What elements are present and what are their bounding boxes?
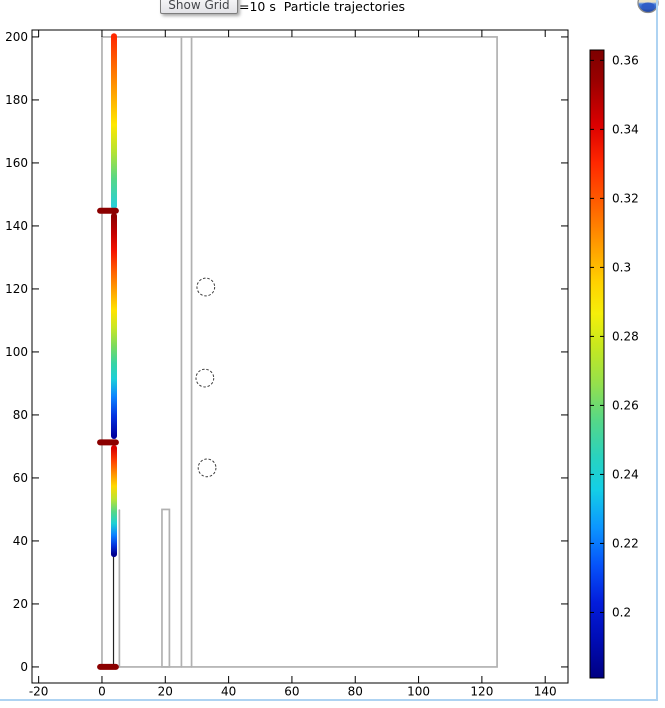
svg-text:0.32: 0.32 <box>612 191 639 205</box>
svg-text:180: 180 <box>5 93 28 107</box>
globe-icon[interactable] <box>636 0 660 18</box>
svg-text:140: 140 <box>5 219 28 233</box>
svg-text:60: 60 <box>13 471 28 485</box>
svg-text:0.26: 0.26 <box>612 398 639 412</box>
svg-text:20: 20 <box>13 597 28 611</box>
svg-text:100: 100 <box>5 345 28 359</box>
svg-text:20: 20 <box>158 685 173 699</box>
show-grid-tooltip: Show Grid <box>160 0 238 14</box>
window-bottom-border <box>0 699 658 701</box>
geometry-circles <box>195 277 217 478</box>
svg-text:120: 120 <box>5 282 28 296</box>
svg-text:0: 0 <box>98 685 106 699</box>
plot-title: =10 s Particle trajectories <box>239 0 406 14</box>
svg-text:-20: -20 <box>29 685 49 699</box>
svg-text:0: 0 <box>20 660 28 674</box>
svg-text:40: 40 <box>13 534 28 548</box>
svg-text:0.36: 0.36 <box>612 53 639 67</box>
svg-text:200: 200 <box>5 30 28 44</box>
axes <box>31 29 569 684</box>
svg-text:80: 80 <box>348 685 363 699</box>
svg-text:0.34: 0.34 <box>612 122 639 136</box>
colorbar: 0.36 0.34 0.32 0.3 0.28 0.26 0.24 0.22 0.2 <box>589 49 639 679</box>
svg-text:140: 140 <box>534 685 557 699</box>
svg-text:0.24: 0.24 <box>612 467 639 481</box>
svg-text:40: 40 <box>221 685 236 699</box>
svg-text:0.2: 0.2 <box>612 605 631 619</box>
svg-text:80: 80 <box>13 408 28 422</box>
svg-text:0.3: 0.3 <box>612 260 631 274</box>
window-right-border <box>656 0 658 700</box>
tooltip-label: Show Grid <box>168 0 230 12</box>
svg-text:120: 120 <box>470 685 493 699</box>
particle-trajectory <box>97 33 119 670</box>
svg-text:0.22: 0.22 <box>612 536 639 550</box>
svg-text:160: 160 <box>5 156 28 170</box>
model-geometry <box>101 36 498 668</box>
svg-text:100: 100 <box>407 685 430 699</box>
svg-text:0.28: 0.28 <box>612 329 639 343</box>
svg-text:60: 60 <box>284 685 299 699</box>
